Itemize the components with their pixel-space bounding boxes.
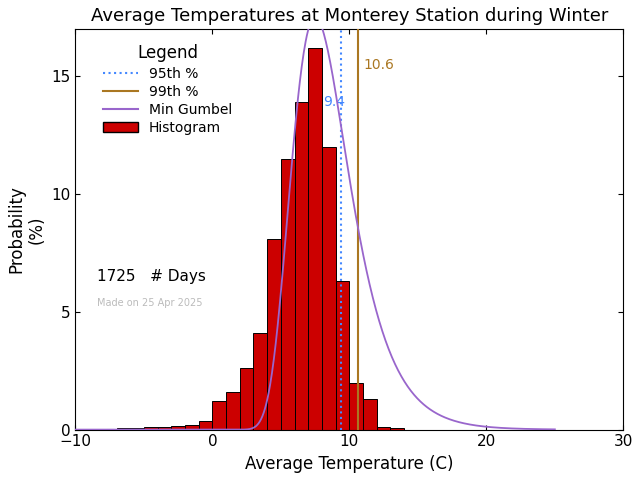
Text: 1725   # Days: 1725 # Days [97, 269, 206, 285]
Bar [212, 401, 226, 430]
X-axis label: Average Temperature (C): Average Temperature (C) [245, 455, 454, 473]
Bar [240, 369, 253, 430]
Bar [198, 421, 212, 430]
Bar [363, 399, 377, 430]
Title: Average Temperatures at Monterey Station during Winter: Average Temperatures at Monterey Station… [91, 7, 608, 25]
Bar [377, 427, 390, 430]
Bar [322, 147, 336, 430]
Bar [308, 48, 322, 430]
Bar [336, 281, 349, 430]
Text: 9.4: 9.4 [323, 95, 346, 109]
Y-axis label: Probability
(%): Probability (%) [7, 186, 45, 274]
Text: 10.6: 10.6 [363, 58, 394, 72]
Bar [116, 429, 130, 430]
Bar [390, 429, 404, 430]
Bar [226, 392, 240, 430]
Bar [349, 383, 363, 430]
Bar [144, 427, 157, 430]
Bar [281, 159, 294, 430]
Text: Made on 25 Apr 2025: Made on 25 Apr 2025 [97, 298, 203, 308]
Bar [185, 425, 198, 430]
Bar [172, 426, 185, 430]
Bar [267, 239, 281, 430]
Bar [294, 102, 308, 430]
Legend: 95th %, 99th %, Min Gumbel, Histogram: 95th %, 99th %, Min Gumbel, Histogram [99, 40, 236, 139]
Bar [253, 333, 267, 430]
Bar [130, 429, 144, 430]
Bar [157, 427, 172, 430]
